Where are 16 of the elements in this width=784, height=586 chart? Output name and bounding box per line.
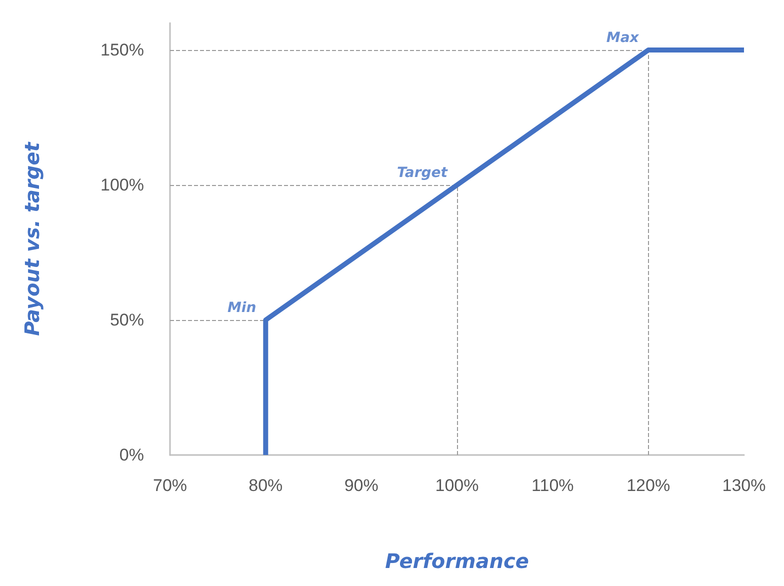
x-tick-label: 70% xyxy=(152,476,188,495)
y-tick-label: 50% xyxy=(110,310,144,330)
x-tick-label: 100% xyxy=(435,476,479,495)
x-axis-title: Performance xyxy=(385,549,529,573)
annotation: Min xyxy=(227,300,256,316)
annotation: Max xyxy=(606,30,640,46)
x-tick-label: 110% xyxy=(532,476,574,495)
y-tick-label: 0% xyxy=(119,446,144,464)
x-tick-label: 120% xyxy=(626,476,670,495)
x-tick-label: 130% xyxy=(722,476,766,495)
x-tick-label: 80% xyxy=(248,476,283,495)
y-tick-label: 150% xyxy=(100,40,144,60)
annotation: Target xyxy=(397,165,449,181)
y-axis-title: Payout vs. target xyxy=(20,140,44,336)
y-tick-label: 100% xyxy=(100,176,144,194)
x-tick-label: 90% xyxy=(344,476,378,495)
